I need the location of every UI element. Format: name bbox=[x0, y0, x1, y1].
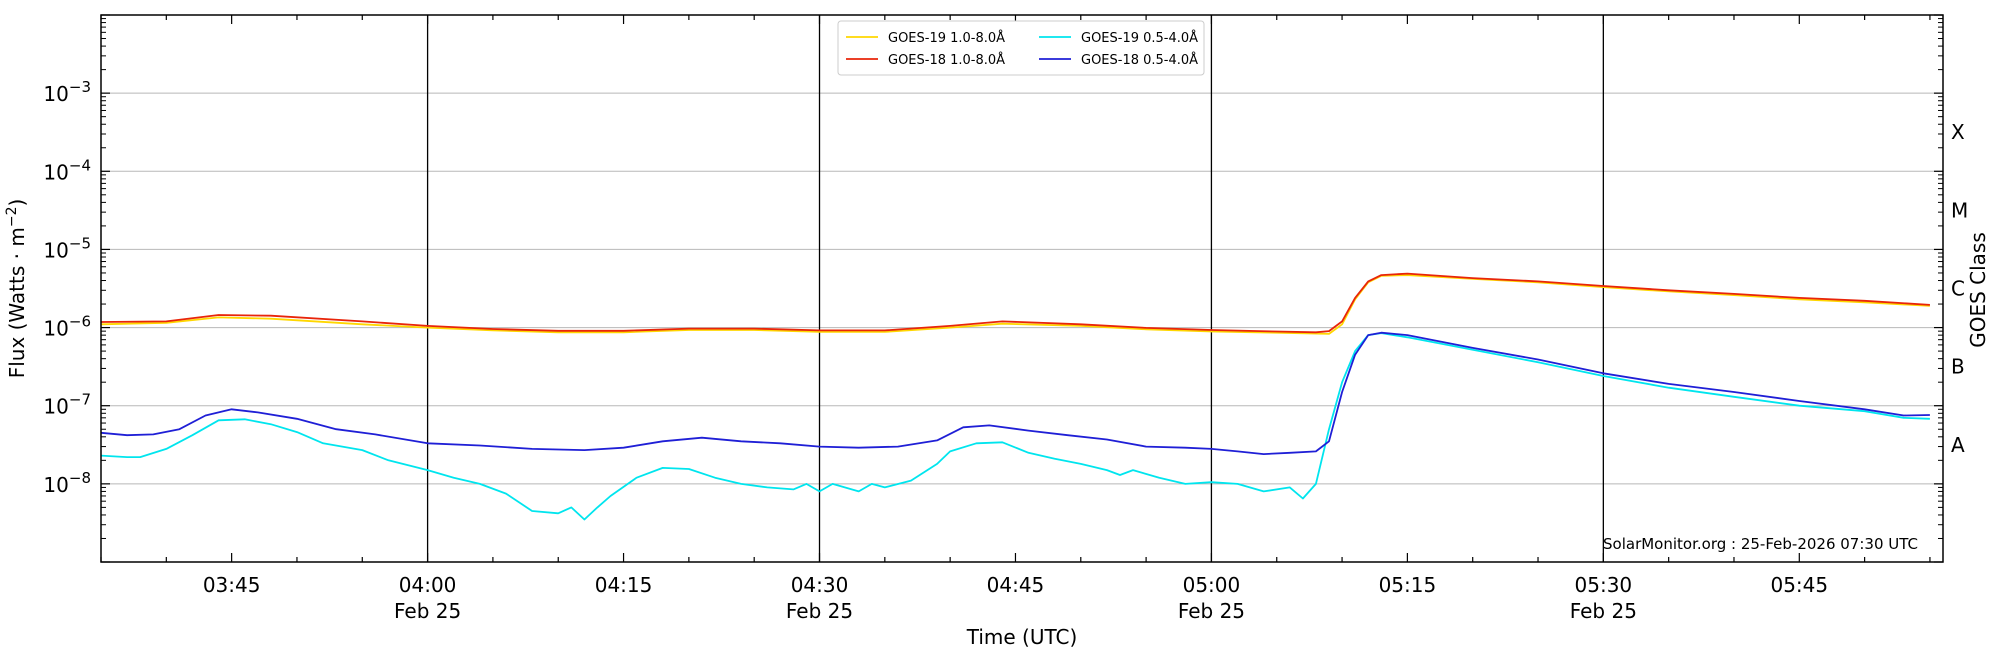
y-tick-base: 10 bbox=[43, 82, 68, 106]
y-tick-label: 10−7 bbox=[43, 391, 91, 419]
goes-class-label: X bbox=[1951, 120, 1965, 144]
y-axis-ticks: 10−810−710−610−510−410−3 bbox=[43, 14, 1943, 563]
y-tick-exponent: −3 bbox=[69, 78, 91, 96]
x-tick-label: 05:00 bbox=[1183, 573, 1241, 597]
horizontal-grid bbox=[101, 92, 1943, 485]
goes-class-label: A bbox=[1951, 433, 1965, 457]
y-tick-base: 10 bbox=[43, 238, 68, 262]
legend-box bbox=[837, 20, 1205, 76]
x-tick-label: 05:15 bbox=[1379, 573, 1437, 597]
y-axis-title: Flux (Watts · m−2) bbox=[4, 199, 29, 379]
y-tick-base: 10 bbox=[43, 395, 68, 419]
credit-text: SolarMonitor.org : 25-Feb-2026 07:30 UTC bbox=[1603, 535, 1918, 553]
y-axis-title-exponent: −2 bbox=[4, 207, 20, 228]
y-tick-label: 10−5 bbox=[43, 234, 91, 262]
legend-label: GOES-19 0.5-4.0Å bbox=[1081, 30, 1198, 46]
series-lines bbox=[100, 272, 1930, 521]
y-tick-base: 10 bbox=[43, 317, 68, 341]
x-tick-label: 05:45 bbox=[1770, 573, 1828, 597]
y-tick-label: 10−4 bbox=[43, 156, 91, 184]
series-line bbox=[100, 272, 1930, 334]
legend-label: GOES-18 1.0-8.0Å bbox=[888, 52, 1005, 68]
legend-label: GOES-18 0.5-4.0Å bbox=[1081, 52, 1198, 68]
goes-class-label: B bbox=[1951, 355, 1965, 379]
y-tick-exponent: −5 bbox=[69, 234, 91, 252]
x-tick-label: 05:30 bbox=[1575, 573, 1633, 597]
x-tick-date-label: Feb 25 bbox=[394, 599, 461, 623]
y-tick-label: 10−6 bbox=[43, 313, 91, 341]
y-tick-base: 10 bbox=[43, 473, 68, 497]
series-line bbox=[100, 331, 1930, 456]
x-tick-label: 04:00 bbox=[399, 573, 457, 597]
legend: GOES-19 1.0-8.0Å GOES-18 1.0-8.0Å GOES-19 … bbox=[837, 20, 1205, 76]
y-axis-title-main: Flux (Watts · m bbox=[5, 227, 29, 378]
goes-class-label: M bbox=[1951, 198, 1968, 222]
goes-class-axis-title: GOES Class bbox=[1966, 232, 1990, 348]
time-marker-lines bbox=[426, 15, 1604, 562]
y-tick-exponent: −7 bbox=[69, 391, 91, 409]
x-tick-label: 04:30 bbox=[791, 573, 849, 597]
goes-class-labels: A B C M X bbox=[1951, 120, 1968, 457]
plot-frame bbox=[100, 14, 1944, 563]
y-tick-exponent: −8 bbox=[69, 469, 91, 487]
x-axis-title: Time (UTC) bbox=[966, 625, 1078, 649]
x-tick-label: 04:15 bbox=[595, 573, 653, 597]
x-tick-date-label: Feb 25 bbox=[786, 599, 853, 623]
x-tick-date-label: Feb 25 bbox=[1570, 599, 1637, 623]
series-line bbox=[100, 332, 1930, 521]
y-tick-exponent: −6 bbox=[69, 313, 91, 331]
x-tick-date-label: Feb 25 bbox=[1178, 599, 1245, 623]
y-axis-title-close: ) bbox=[5, 199, 29, 207]
y-tick-base: 10 bbox=[43, 160, 68, 184]
goes-class-label: C bbox=[1951, 277, 1965, 301]
series-line bbox=[100, 274, 1930, 335]
x-tick-label: 03:45 bbox=[203, 573, 261, 597]
y-tick-exponent: −4 bbox=[69, 156, 91, 174]
legend-label: GOES-19 1.0-8.0Å bbox=[888, 30, 1005, 46]
x-tick-label: 04:45 bbox=[987, 573, 1045, 597]
y-tick-label: 10−3 bbox=[43, 78, 91, 106]
y-tick-label: 10−8 bbox=[43, 469, 91, 497]
